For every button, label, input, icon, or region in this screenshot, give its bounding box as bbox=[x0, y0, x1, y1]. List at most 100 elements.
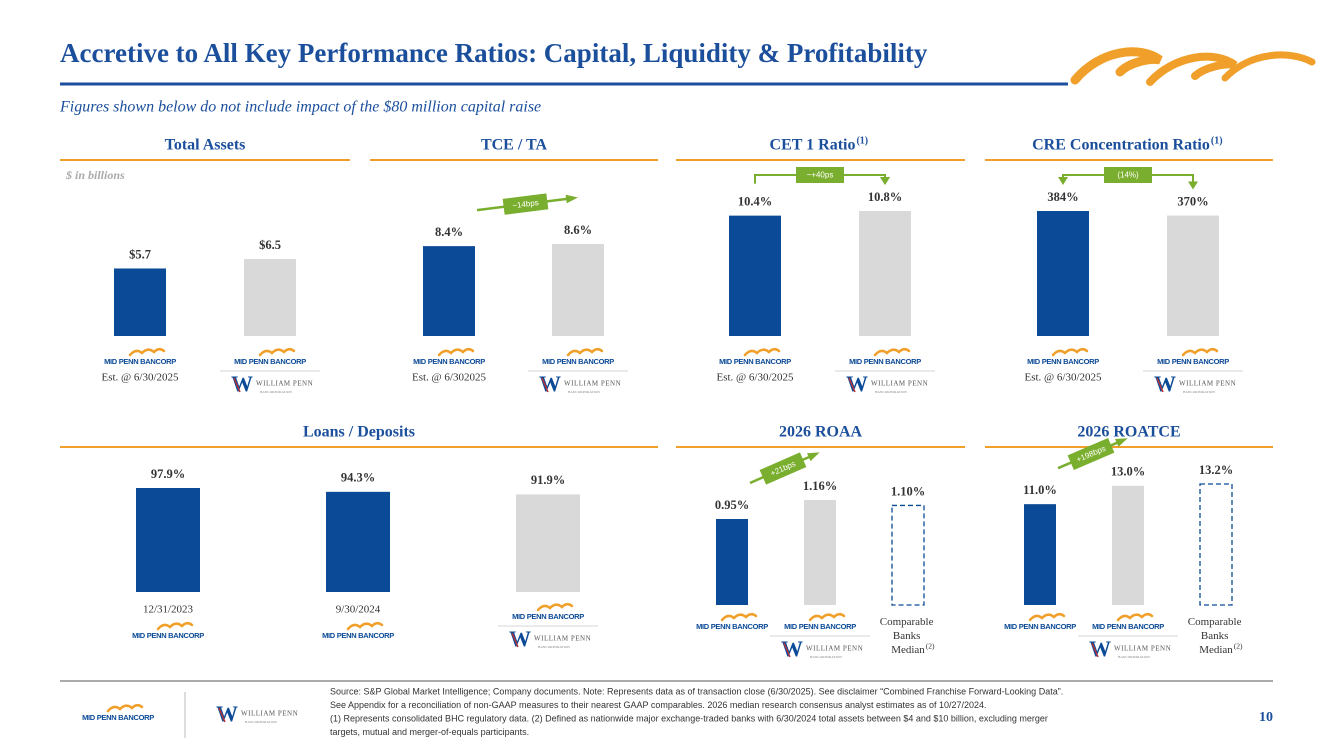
annotation-arrowhead bbox=[1058, 177, 1068, 185]
bar bbox=[1199, 483, 1233, 606]
annotation-arrowhead bbox=[1115, 438, 1128, 447]
william-penn-accent bbox=[783, 642, 791, 658]
william-penn-sub: BANCORPORATION bbox=[875, 390, 907, 394]
logo-swoosh bbox=[128, 348, 166, 357]
chart-title: Total Assets bbox=[165, 137, 246, 154]
annotation-arrowhead bbox=[1188, 181, 1198, 190]
logo-swoosh bbox=[566, 348, 604, 357]
annotation-box bbox=[1104, 167, 1152, 183]
logo-swoosh bbox=[106, 704, 144, 713]
logo-swoosh bbox=[873, 348, 911, 357]
value-label: 94.3% bbox=[341, 471, 375, 485]
william-penn-mark: W bbox=[846, 371, 868, 396]
mid-penn-logo: MID PENN BANCORP bbox=[234, 357, 306, 366]
category-label: Est. @ 6/30/2025 bbox=[716, 372, 794, 384]
source-note: Source: S&P Global Market Intelligence; … bbox=[330, 686, 1063, 696]
category-label: Est. @ 6/30/2025 bbox=[101, 372, 179, 384]
annotation-box bbox=[1067, 437, 1115, 471]
value-label: 1.16% bbox=[803, 479, 837, 493]
bar bbox=[716, 519, 748, 605]
value-label: 13.0% bbox=[1111, 465, 1145, 479]
annotation-label: ~+40ps bbox=[807, 171, 834, 180]
corner-logo bbox=[1070, 47, 1316, 86]
william-penn-accent bbox=[1091, 642, 1099, 658]
william-penn-logo: WILLIAM PENN bbox=[1179, 380, 1236, 388]
william-penn-accent bbox=[511, 632, 519, 648]
annotation-arrowhead bbox=[807, 452, 820, 462]
annotation-box bbox=[796, 167, 844, 183]
value-label: 0.95% bbox=[715, 498, 749, 512]
category-label: Comparable Banks Median bbox=[880, 616, 937, 656]
chart-title-note: (1) bbox=[856, 135, 868, 146]
logo-swoosh bbox=[536, 603, 574, 612]
value-label: 370% bbox=[1177, 194, 1208, 208]
annotation-arrowhead bbox=[565, 194, 578, 204]
mid-penn-logo: MID PENN BANCORP bbox=[1027, 357, 1099, 366]
category-label: Est. @ 6/302025 bbox=[412, 372, 486, 384]
category-label: 12/31/2023 bbox=[143, 604, 194, 616]
mid-penn-logo: MID PENN BANCORP bbox=[1004, 622, 1076, 631]
value-label: 8.6% bbox=[564, 223, 592, 237]
bar bbox=[326, 491, 390, 592]
logo-swoosh bbox=[1181, 348, 1219, 357]
logo-swoosh bbox=[437, 348, 475, 357]
william-penn-logo: WILLIAM PENN bbox=[564, 380, 621, 388]
william-penn-logo: WILLIAM PENN bbox=[534, 635, 591, 643]
category-label: Est. @ 6/30/2025 bbox=[1024, 372, 1102, 384]
chart-title: 2026 ROATCE bbox=[1077, 424, 1180, 441]
william-penn-logo: WILLIAM PENN bbox=[256, 380, 313, 388]
william-penn-mark: W bbox=[231, 371, 253, 396]
annotation-arrowhead bbox=[880, 177, 890, 185]
value-label: 91.9% bbox=[531, 473, 565, 487]
bar bbox=[891, 504, 925, 606]
william-penn-mark: W bbox=[216, 701, 238, 726]
mid-penn-logo: MID PENN BANCORP bbox=[719, 357, 791, 366]
mid-penn-logo: MID PENN BANCORP bbox=[1157, 357, 1229, 366]
value-label: 97.9% bbox=[151, 467, 185, 481]
logo-swoosh bbox=[1051, 348, 1089, 357]
value-label: 13.2% bbox=[1199, 463, 1233, 477]
william-penn-accent bbox=[848, 377, 856, 393]
bar bbox=[114, 268, 166, 336]
bar bbox=[1167, 215, 1219, 336]
page-number: 10 bbox=[1259, 710, 1273, 725]
logo-swoosh bbox=[156, 622, 194, 631]
chart-title: 2026 ROAA bbox=[779, 424, 863, 441]
annotation-badge: +21bps bbox=[759, 452, 807, 485]
william-penn-mark: W bbox=[1089, 636, 1111, 661]
william-penn-sub: BANCORPORATION bbox=[810, 655, 842, 659]
bar bbox=[804, 500, 836, 605]
chart-note: $ in billions bbox=[65, 168, 125, 182]
mid-penn-logo: MID PENN BANCORP bbox=[1092, 622, 1164, 631]
mid-penn-logo: MID PENN BANCORP bbox=[696, 622, 768, 631]
category-note: (2) bbox=[926, 642, 935, 651]
chart-title: CRE Concentration Ratio bbox=[1032, 137, 1210, 154]
william-penn-logo: WILLIAM PENN bbox=[1114, 645, 1171, 653]
william-penn-mark: W bbox=[539, 371, 561, 396]
annotation-label: ~14bps bbox=[512, 198, 539, 210]
mid-penn-logo: MID PENN BANCORP bbox=[322, 631, 394, 640]
william-penn-sub: BANCORPORATION bbox=[1183, 390, 1215, 394]
chart-title: TCE / TA bbox=[481, 137, 548, 154]
value-label: 8.4% bbox=[435, 225, 463, 239]
annotation-badge: ~14bps bbox=[502, 193, 549, 215]
slide-title: Accretive to All Key Performance Ratios:… bbox=[60, 38, 928, 68]
value-label: 10.4% bbox=[738, 195, 772, 209]
bar bbox=[516, 494, 580, 592]
mid-penn-logo: MID PENN BANCORP bbox=[132, 631, 204, 640]
bar bbox=[244, 259, 296, 336]
logo-swoosh bbox=[1028, 613, 1066, 622]
value-label: 384% bbox=[1047, 190, 1078, 204]
mid-penn-logo: MID PENN BANCORP bbox=[784, 622, 856, 631]
william-penn-sub: BANCORPORATION bbox=[245, 720, 277, 724]
william-penn-accent bbox=[218, 707, 226, 723]
category-label: Comparable Banks Median bbox=[1188, 616, 1245, 656]
william-penn-accent bbox=[233, 377, 241, 393]
william-penn-sub: BANCORPORATION bbox=[568, 390, 600, 394]
category-label: 9/30/2024 bbox=[336, 604, 381, 616]
chart-title: CET 1 Ratio bbox=[770, 137, 856, 154]
william-penn-mark: W bbox=[1154, 371, 1176, 396]
mid-penn-logo: MID PENN BANCORP bbox=[82, 713, 154, 722]
